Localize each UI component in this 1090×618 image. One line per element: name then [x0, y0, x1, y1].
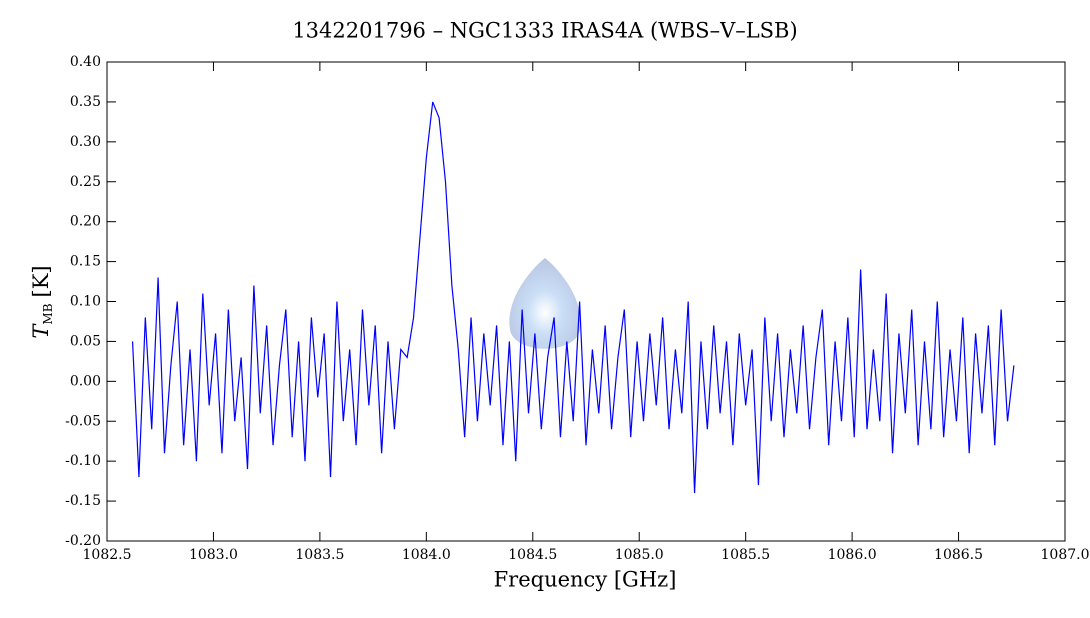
y-tick-label: -0.20: [65, 533, 101, 549]
x-tick-label: 1085.5: [721, 547, 770, 563]
x-tick-label: 1084.5: [508, 547, 557, 563]
watermark-logo: [509, 258, 581, 349]
spectrum-line: [131, 101, 1015, 494]
y-tick-label: -0.05: [65, 413, 101, 429]
chart-title: 1342201796 – NGC1333 IRAS4A (WBS–V–LSB): [292, 19, 797, 43]
y-label-subscript: MB: [41, 303, 55, 324]
x-tick-label: 1086.5: [934, 547, 983, 563]
y-tick-label: 0.10: [70, 294, 101, 310]
y-tick-label: 0.20: [70, 214, 101, 230]
x-tick-label: 1083.0: [189, 547, 238, 563]
y-tick-label: 0.25: [70, 174, 101, 190]
y-tick-label: -0.10: [65, 453, 101, 469]
y-tick-label: 0.15: [70, 254, 101, 270]
y-tick-label: 0.05: [70, 333, 101, 349]
x-tick-label: 1083.5: [295, 547, 344, 563]
x-tick-label: 1086.0: [828, 547, 877, 563]
y-label-symbol: T: [29, 323, 53, 339]
x-axis-label: Frequency [GHz]: [494, 568, 677, 592]
x-tick-label: 1087.0: [1041, 547, 1090, 563]
y-tick-label: -0.15: [65, 493, 101, 509]
y-tick-label: 0.00: [70, 373, 101, 389]
x-tick-label: 1082.5: [83, 547, 132, 563]
x-tick-label: 1084.0: [402, 547, 451, 563]
x-tick-label: 1085.0: [615, 547, 664, 563]
y-axis-label: TMB [K]: [29, 265, 55, 338]
y-tick-label: 0.35: [70, 94, 101, 110]
y-tick-label: 0.30: [70, 134, 101, 150]
y-tick-label: 0.40: [70, 54, 101, 70]
y-label-unit: [K]: [29, 265, 53, 297]
